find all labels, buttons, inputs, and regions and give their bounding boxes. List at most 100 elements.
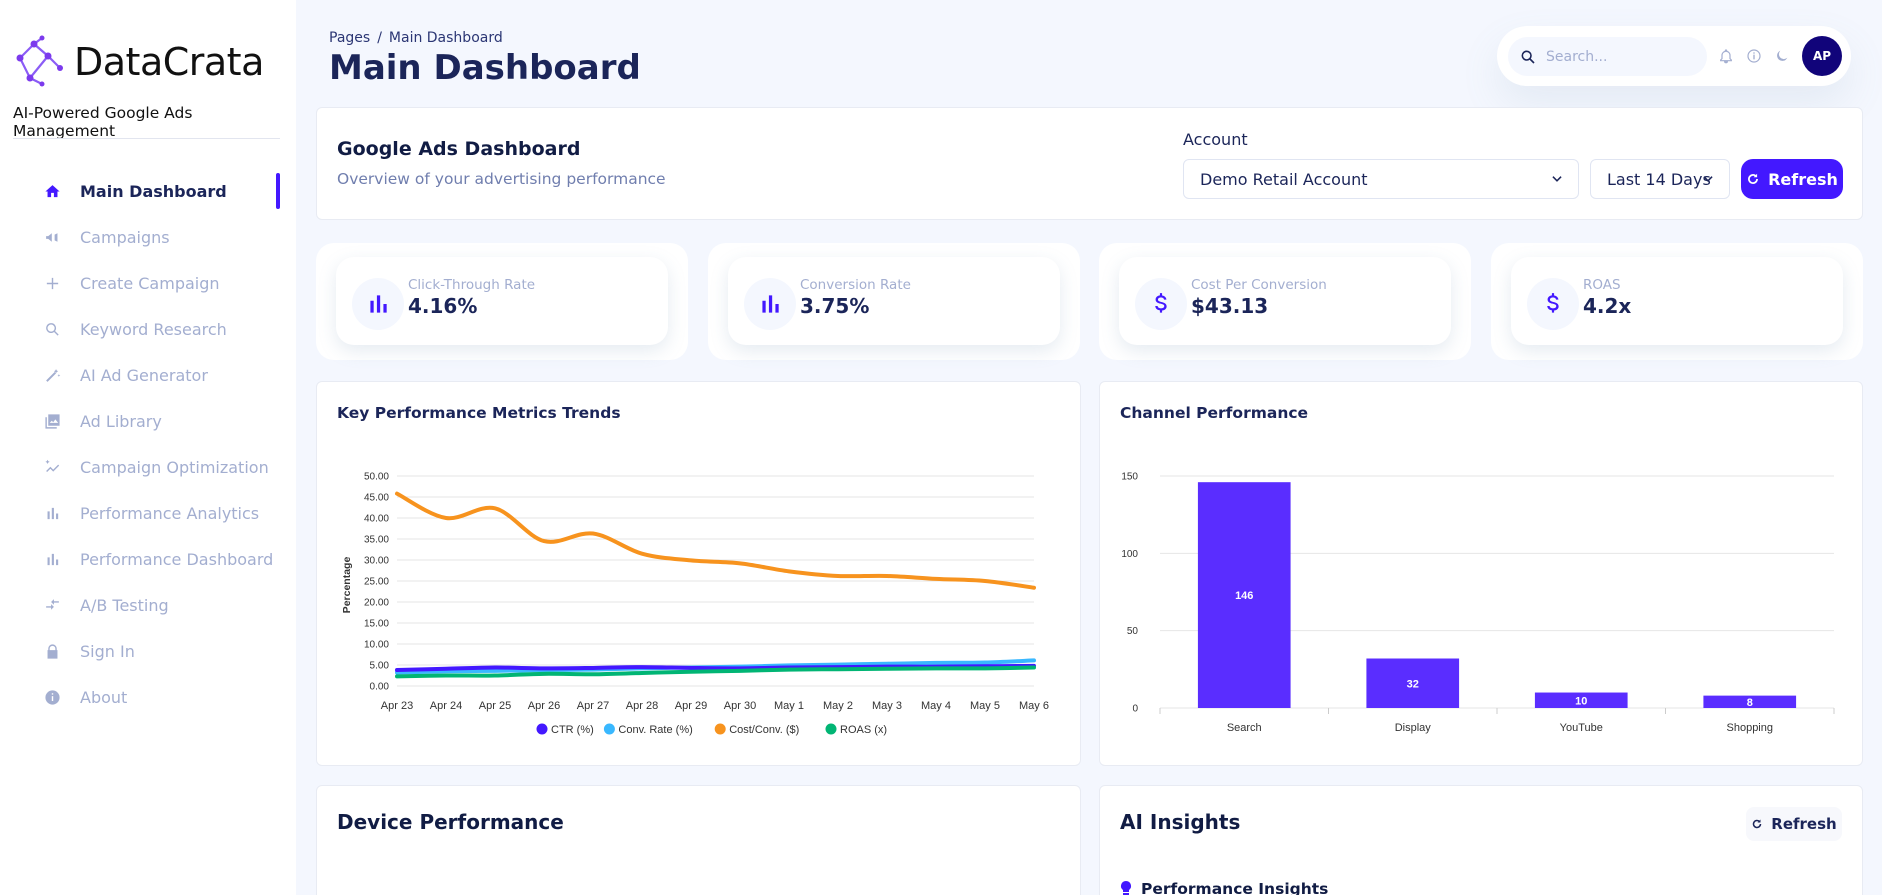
- kpm-line-chart: 0.00 5.00 10.00 15.00 20.00 25.00 30.00 35.00 40…: [341, 472, 1049, 737]
- legend-label: Conv. Rate (%): [618, 724, 692, 736]
- channel-performance-title: Channel Performance: [1120, 404, 1309, 422]
- y-tick-label: 25.00: [364, 577, 389, 588]
- app-tagline: AI-Powered Google Ads Management: [13, 104, 193, 140]
- bar[interactable]: [1534, 692, 1628, 708]
- sidebar: DataCrata AI-Powered Google Ads Manageme…: [0, 0, 296, 895]
- channel-bar-chart: 0 50 100 150 146 Search 32 Display 10 YouTube 8 Sho…: [1121, 472, 1835, 734]
- bar-value-label: 32: [1407, 678, 1419, 690]
- y-tick-label: 100: [1121, 549, 1138, 560]
- sidebar-item-create-campaign[interactable]: Create Campaign: [0, 260, 296, 306]
- sidebar-item-keyword-research[interactable]: Keyword Research: [0, 306, 296, 352]
- sidebar-item-about[interactable]: About: [0, 674, 296, 720]
- y-tick-label: 5.00: [370, 661, 390, 672]
- sidebar-item-performance-analytics[interactable]: Performance Analytics: [0, 490, 296, 536]
- x-tick-label: May 1: [774, 700, 804, 712]
- legend-label: Cost/Conv. ($): [729, 724, 799, 736]
- stat-label: ROAS: [1583, 277, 1621, 293]
- channel-performance-card: Channel Performance 0 50 100 150 146 Search 32…: [1099, 381, 1863, 766]
- x-tick-label: Apr 26: [528, 700, 560, 712]
- sidebar-item-label: Performance Dashboard: [80, 549, 274, 569]
- sidebar-item-label: Ad Library: [80, 411, 162, 431]
- bar-value-label: 10: [1575, 695, 1587, 707]
- y-tick-label: 45.00: [364, 493, 389, 504]
- ai-refresh-button[interactable]: Refresh: [1746, 807, 1842, 841]
- logo-network-icon: [16, 35, 63, 87]
- avatar[interactable]: AP: [1802, 36, 1842, 76]
- breadcrumb: Pages / Main Dashboard: [329, 30, 503, 46]
- x-tick-label: Apr 30: [724, 700, 756, 712]
- stat-value: 4.2x: [1583, 294, 1632, 318]
- x-tick-label: Apr 25: [479, 700, 511, 712]
- page-title: Main Dashboard: [329, 48, 641, 88]
- x-tick-label: Apr 24: [430, 700, 462, 712]
- y-tick-label: 0.00: [370, 682, 390, 693]
- sidebar-item-campaign-optimization[interactable]: Campaign Optimization: [0, 444, 296, 490]
- y-tick-label: 20.00: [364, 598, 389, 609]
- sidebar-nav: Main Dashboard Campaigns Create Campaign…: [0, 168, 296, 720]
- x-tick-label: May 4: [921, 700, 951, 712]
- sidebar-item-performance-dashboard[interactable]: Performance Dashboard: [0, 536, 296, 582]
- y-tick-label: 50: [1127, 626, 1139, 637]
- sidebar-item-label: Keyword Research: [80, 319, 227, 339]
- bar[interactable]: [1366, 658, 1460, 708]
- sidebar-item-campaigns[interactable]: Campaigns: [0, 214, 296, 260]
- sidebar-item-label: Campaign Optimization: [80, 457, 269, 477]
- bar[interactable]: [1197, 482, 1291, 708]
- sidebar-item-sign-in[interactable]: Sign In: [0, 628, 296, 674]
- stat-value: $43.13: [1191, 294, 1269, 318]
- moon-icon[interactable]: [1773, 47, 1791, 65]
- ads-dashboard-card: Google Ads Dashboard Overview of your ad…: [316, 107, 1863, 220]
- sidebar-item-ab-testing[interactable]: A/B Testing: [0, 582, 296, 628]
- refresh-icon: [1753, 819, 1762, 829]
- lock-icon: [42, 641, 62, 661]
- info-icon: [42, 687, 62, 707]
- sidebar-item-label: AI Ad Generator: [80, 365, 208, 385]
- app-logo[interactable]: DataCrata: [12, 34, 264, 90]
- ads-dashboard-title: Google Ads Dashboard: [337, 138, 581, 160]
- y-axis-label: Percentage: [341, 557, 353, 614]
- sidebar-item-label: Create Campaign: [80, 273, 220, 293]
- x-tick-label: May 3: [872, 700, 902, 712]
- stat-card-ctr: Click-Through Rate 4.16%: [316, 243, 688, 360]
- bar-chart-icon: [42, 549, 62, 569]
- device-performance-title: Device Performance: [337, 810, 564, 834]
- plus-icon: [42, 273, 62, 293]
- account-select[interactable]: Demo Retail Account: [1183, 159, 1579, 199]
- stat-card-cost-per-conversion: Cost Per Conversion $43.13: [1099, 243, 1471, 360]
- stat-label: Cost Per Conversion: [1191, 277, 1327, 293]
- x-tick-label: Search: [1227, 722, 1262, 734]
- bar-chart-icon: [744, 278, 796, 330]
- refresh-button[interactable]: Refresh: [1741, 159, 1843, 199]
- legend-label: CTR (%): [551, 724, 594, 736]
- bar-value-label: 146: [1235, 590, 1253, 602]
- chevron-down-icon: [1552, 176, 1562, 182]
- legend-marker: [825, 723, 837, 735]
- search-input[interactable]: [1546, 48, 1696, 65]
- home-icon: [42, 181, 62, 201]
- image-library-icon: [42, 411, 62, 431]
- kpm-trends-card: Key Performance Metrics Trends 0.00 5.00 1…: [316, 381, 1081, 766]
- performance-insights-heading: Performance Insights: [1120, 880, 1328, 895]
- legend-marker: [714, 723, 726, 735]
- sidebar-item-ad-library[interactable]: Ad Library: [0, 398, 296, 444]
- info-icon[interactable]: [1745, 47, 1763, 65]
- refresh-label: Refresh: [1768, 169, 1838, 189]
- legend-label: ROAS (x): [840, 724, 887, 736]
- search-box[interactable]: [1508, 37, 1707, 76]
- sidebar-item-label: About: [80, 687, 128, 707]
- stat-card-conversion-rate: Conversion Rate 3.75%: [708, 243, 1080, 360]
- date-range-select[interactable]: Last 14 Days: [1590, 159, 1730, 199]
- y-tick-label: 10.00: [364, 640, 389, 651]
- sidebar-item-ai-ad-generator[interactable]: AI Ad Generator: [0, 352, 296, 398]
- search-icon: [42, 319, 62, 339]
- stat-label: Click-Through Rate: [408, 277, 536, 293]
- performance-insights-label: Performance Insights: [1141, 880, 1329, 895]
- lightbulb-icon: [1121, 881, 1131, 895]
- bar[interactable]: [1703, 695, 1797, 708]
- x-tick-label: Apr 29: [675, 700, 707, 712]
- stat-value: 3.75%: [800, 294, 870, 318]
- breadcrumb-root[interactable]: Pages: [329, 30, 371, 46]
- bell-icon[interactable]: [1717, 47, 1735, 65]
- sidebar-item-main-dashboard[interactable]: Main Dashboard: [0, 168, 296, 214]
- y-tick-label: 35.00: [364, 535, 389, 546]
